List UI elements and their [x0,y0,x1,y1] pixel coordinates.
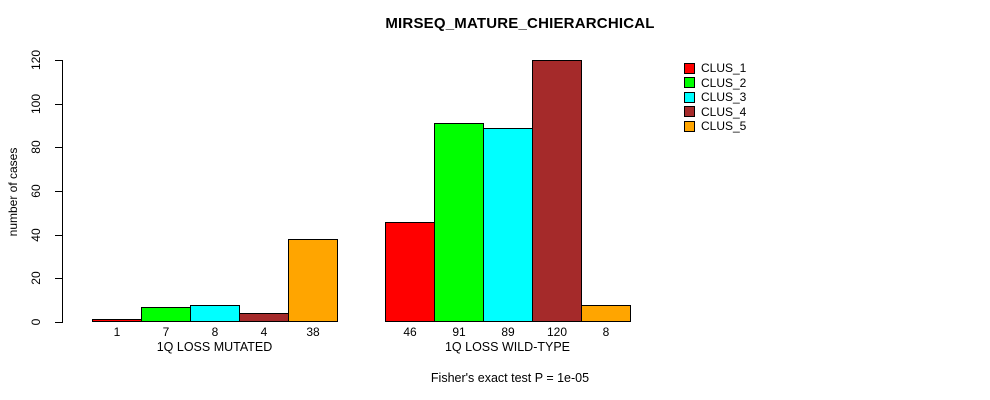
bar-clus_5-1 [288,239,338,322]
y-tick-mark [55,322,62,323]
legend: CLUS_1 CLUS_2 CLUS_3 CLUS_4 CLUS_5 [684,61,746,134]
bar-value-label: 1 [113,325,121,339]
group-label-2: 1Q LOSS WILD-TYPE [444,340,571,354]
bar-value-label: 8 [602,325,610,339]
bar-value-label: 91 [452,325,466,339]
legend-label: CLUS_5 [701,119,747,134]
group-label-1: 1Q LOSS MUTATED [156,340,273,354]
y-tick-mark [55,104,62,105]
y-tick-mark [55,235,62,236]
bar-clus_2-1 [141,307,191,322]
bar-value-label: 120 [546,325,568,339]
bar-value-label: 7 [162,325,170,339]
y-tick-mark [55,147,62,148]
bar-clus_3-2 [483,128,533,322]
y-tick-mark [55,278,62,279]
bar-clus_4-1 [239,313,289,322]
bar-clus_3-1 [190,305,240,322]
y-axis-title: number of cases [6,147,20,237]
y-tick-mark [55,60,62,61]
legend-row-clus_1: CLUS_1 [684,61,746,76]
legend-swatch-icon [684,106,695,118]
bar-clus_4-2 [532,60,582,322]
bar-value-label: 89 [501,325,515,339]
legend-label: CLUS_2 [701,75,747,90]
chart-title: MIRSEQ_MATURE_CHIERARCHICAL [385,15,655,32]
legend-row-clus_4: CLUS_4 [684,105,746,120]
bar-value-label: 8 [211,325,219,339]
y-axis-line [62,60,63,323]
legend-swatch-icon [684,120,695,132]
legend-row-clus_3: CLUS_3 [684,90,746,105]
fisher-test-annotation: Fisher's exact test P = 1e-05 [430,371,590,385]
legend-label: CLUS_3 [701,90,747,105]
bar-clus_1-1 [92,319,142,322]
legend-swatch-icon [684,62,695,74]
legend-swatch-icon [684,91,695,103]
bar-value-label: 4 [260,325,268,339]
legend-swatch-icon [684,77,695,89]
bar-value-label: 38 [306,325,320,339]
legend-label: CLUS_1 [701,61,747,76]
legend-label: CLUS_4 [701,104,747,119]
legend-row-clus_5: CLUS_5 [684,119,746,134]
y-tick-mark [55,191,62,192]
legend-row-clus_2: CLUS_2 [684,76,746,91]
bar-clus_2-2 [434,123,484,322]
bar-clus_1-2 [385,222,435,322]
bar-clus_5-2 [581,305,631,322]
y-tick-label: 120 [29,49,43,71]
bar-value-label: 46 [403,325,417,339]
